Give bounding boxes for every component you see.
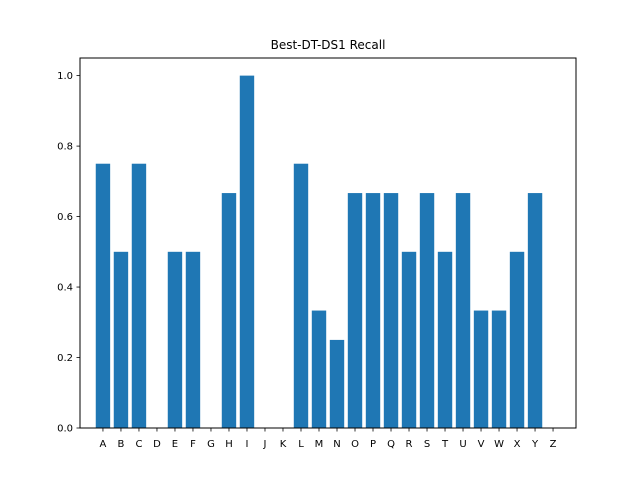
y-tick-label: 0.4 <box>57 283 73 294</box>
y-axis: 0.0 0.2 0.4 0.6 0.8 1.0 <box>57 71 80 435</box>
x-tick-label-Q: Q <box>387 439 395 450</box>
x-tick-label-T: T <box>441 439 449 450</box>
x-tick-label-X: X <box>514 439 521 450</box>
bar-V <box>473 310 489 428</box>
x-tick-label-I: I <box>246 439 249 450</box>
x-tick-label-M: M <box>315 439 324 450</box>
x-tick-label-L: L <box>298 439 304 450</box>
bar-W <box>491 310 507 428</box>
bar-A <box>95 163 111 428</box>
bar-O <box>347 193 363 428</box>
bar-P <box>365 193 381 428</box>
x-tick-label-U: U <box>459 439 466 450</box>
bar-H <box>221 193 237 428</box>
bar-M <box>311 310 327 428</box>
x-tick-label-Z: Z <box>550 439 557 450</box>
y-tick-label: 1.0 <box>57 71 73 82</box>
x-tick-label-R: R <box>406 439 413 450</box>
bar-N <box>329 339 345 428</box>
plot-frame <box>79 57 577 429</box>
bar-B <box>113 251 129 428</box>
y-tick-label: 0.6 <box>57 212 73 223</box>
x-tick-label-H: H <box>225 439 233 450</box>
bar-T <box>437 251 453 428</box>
bar-U <box>455 193 471 428</box>
x-tick-label-P: P <box>370 439 376 450</box>
y-tick-label: 0.2 <box>57 353 73 364</box>
bar-L <box>293 163 309 428</box>
x-tick-label-W: W <box>494 439 504 450</box>
x-tick-label-V: V <box>478 439 485 450</box>
x-tick-label-K: K <box>280 439 287 450</box>
chart-title: Best-DT-DS1 Recall <box>271 38 386 52</box>
bar-F <box>185 251 201 428</box>
bar-I <box>239 75 255 428</box>
x-tick-label-G: G <box>207 439 215 450</box>
x-tick-label-A: A <box>100 439 107 450</box>
bar-Y <box>527 193 543 428</box>
x-tick-label-F: F <box>190 439 196 450</box>
y-tick-label: 0.8 <box>57 142 73 153</box>
x-tick-label-J: J <box>263 439 267 450</box>
x-tick-label-N: N <box>333 439 340 450</box>
bar-S <box>419 193 435 428</box>
x-tick-label-Y: Y <box>531 439 539 450</box>
bar-X <box>509 251 525 428</box>
bar-Q <box>383 193 399 428</box>
x-tick-label-O: O <box>351 439 359 450</box>
x-tick-label-E: E <box>172 439 178 450</box>
y-tick-label: 0.0 <box>57 424 73 435</box>
x-tick-label-B: B <box>118 439 125 450</box>
x-tick-label-D: D <box>153 439 161 450</box>
bar-E <box>167 251 183 428</box>
bar-C <box>131 163 147 428</box>
bar-R <box>401 251 417 428</box>
bars-group <box>95 75 543 428</box>
x-tick-label-C: C <box>135 439 142 450</box>
x-tick-label-S: S <box>424 439 430 450</box>
